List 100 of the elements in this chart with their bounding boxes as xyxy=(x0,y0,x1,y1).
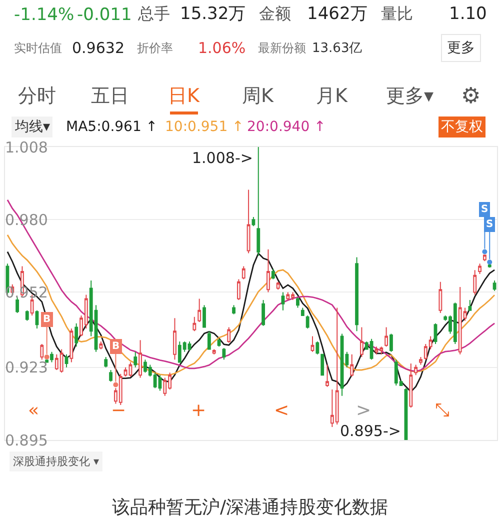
candlestick xyxy=(109,369,112,382)
text: 金额 xyxy=(259,4,291,23)
candlestick xyxy=(16,296,20,314)
text: -0.011 xyxy=(77,5,132,25)
candlestick xyxy=(192,316,196,332)
candlestick xyxy=(414,364,418,376)
point xyxy=(113,382,118,388)
candlestick xyxy=(390,333,393,352)
text: 实时估值 xyxy=(14,41,62,55)
text: 均线▾ xyxy=(14,119,50,135)
line-series xyxy=(6,199,496,372)
candlestick xyxy=(262,299,266,326)
text: -1.14% xyxy=(14,5,74,25)
y-tick-label: 1.008 xyxy=(5,138,48,156)
point xyxy=(487,260,492,265)
candlestick xyxy=(134,351,138,368)
text: 月K xyxy=(316,85,348,107)
data-label: B xyxy=(43,314,51,325)
candlestick xyxy=(478,263,482,275)
candlestick xyxy=(355,256,358,332)
candlestick xyxy=(242,266,246,280)
candlestick xyxy=(473,270,477,296)
candlestick xyxy=(40,344,44,360)
annotation: + xyxy=(191,400,206,421)
text: 分时 xyxy=(18,85,56,107)
candlestick xyxy=(482,254,486,262)
candlestick xyxy=(320,354,324,376)
text: 五日 xyxy=(91,85,129,107)
text: 13.63亿 xyxy=(312,41,362,56)
text: 10:0.951 ↑ xyxy=(165,119,244,135)
annotation: « xyxy=(28,400,40,421)
text: 1462万 xyxy=(307,4,368,24)
candlestick xyxy=(281,292,285,311)
text: 更多▾ xyxy=(386,85,434,107)
candlestick xyxy=(202,304,206,328)
text: 20:0.940 ↑ xyxy=(247,119,326,135)
candlestick xyxy=(438,281,442,314)
text: ⚙ xyxy=(461,84,481,109)
candlestick xyxy=(384,326,388,348)
text: 周K xyxy=(242,85,274,107)
annotation: > xyxy=(356,400,372,421)
point xyxy=(44,354,50,360)
candlestick xyxy=(232,304,236,315)
text: 量比 xyxy=(381,4,413,23)
data-label: S xyxy=(486,219,494,230)
candlestick xyxy=(409,363,413,408)
candlestick xyxy=(99,340,103,350)
candlestick xyxy=(104,356,108,368)
candlestick xyxy=(198,298,202,323)
candlestick xyxy=(70,328,74,363)
text: 最新份额 xyxy=(258,41,306,55)
candlestick xyxy=(256,147,260,256)
candlestick xyxy=(252,216,256,227)
text: 15.32万 xyxy=(180,4,246,24)
text: 总手 xyxy=(137,4,170,23)
data-label: S xyxy=(481,204,488,215)
candlestick xyxy=(212,348,216,355)
text: 日K xyxy=(168,85,200,107)
candlestick xyxy=(207,330,211,350)
candlestick xyxy=(326,364,329,388)
candlestick xyxy=(138,340,142,378)
candlestick xyxy=(246,189,250,254)
annotation: 0.895-> xyxy=(340,422,401,440)
candlestick xyxy=(300,307,304,316)
candlestick xyxy=(236,278,240,300)
text: 不复权 xyxy=(441,119,483,135)
line-series xyxy=(6,251,496,392)
text: 0.9632 xyxy=(72,39,124,57)
data-label: B xyxy=(112,341,120,352)
y-tick-label: 0.923 xyxy=(5,358,48,377)
candlestick xyxy=(271,268,275,280)
candlestick xyxy=(350,354,354,377)
annotation: − xyxy=(111,400,126,421)
text: 1.10 xyxy=(449,4,487,24)
candlestick xyxy=(64,354,68,368)
candlestick xyxy=(25,310,29,322)
annotation: 1.008-> xyxy=(192,149,253,167)
point xyxy=(482,249,488,254)
candlestick xyxy=(227,326,231,344)
candlestick xyxy=(360,326,364,358)
text: 折价率 xyxy=(137,41,173,55)
candlestick xyxy=(35,310,39,329)
candlestick xyxy=(266,248,270,293)
annotation: < xyxy=(274,400,290,421)
candlestick xyxy=(74,322,78,348)
candlestick xyxy=(173,318,176,360)
candlestick xyxy=(492,280,496,292)
candlestick xyxy=(310,336,314,352)
candlestick xyxy=(419,356,422,366)
candlestick xyxy=(306,315,310,329)
y-tick-label: 0.895 xyxy=(5,431,48,450)
candlestick xyxy=(222,347,226,360)
text: 1.06% xyxy=(198,39,246,57)
candlestick xyxy=(276,281,280,290)
text: 深股通持股变化 ▾ xyxy=(13,455,100,468)
text: 更多 xyxy=(447,40,475,56)
candlestick xyxy=(468,299,472,311)
text: 该品种暂无沪/深港通持股变化数据 xyxy=(112,497,388,518)
candlestick xyxy=(217,338,221,348)
candlestick xyxy=(296,296,300,308)
